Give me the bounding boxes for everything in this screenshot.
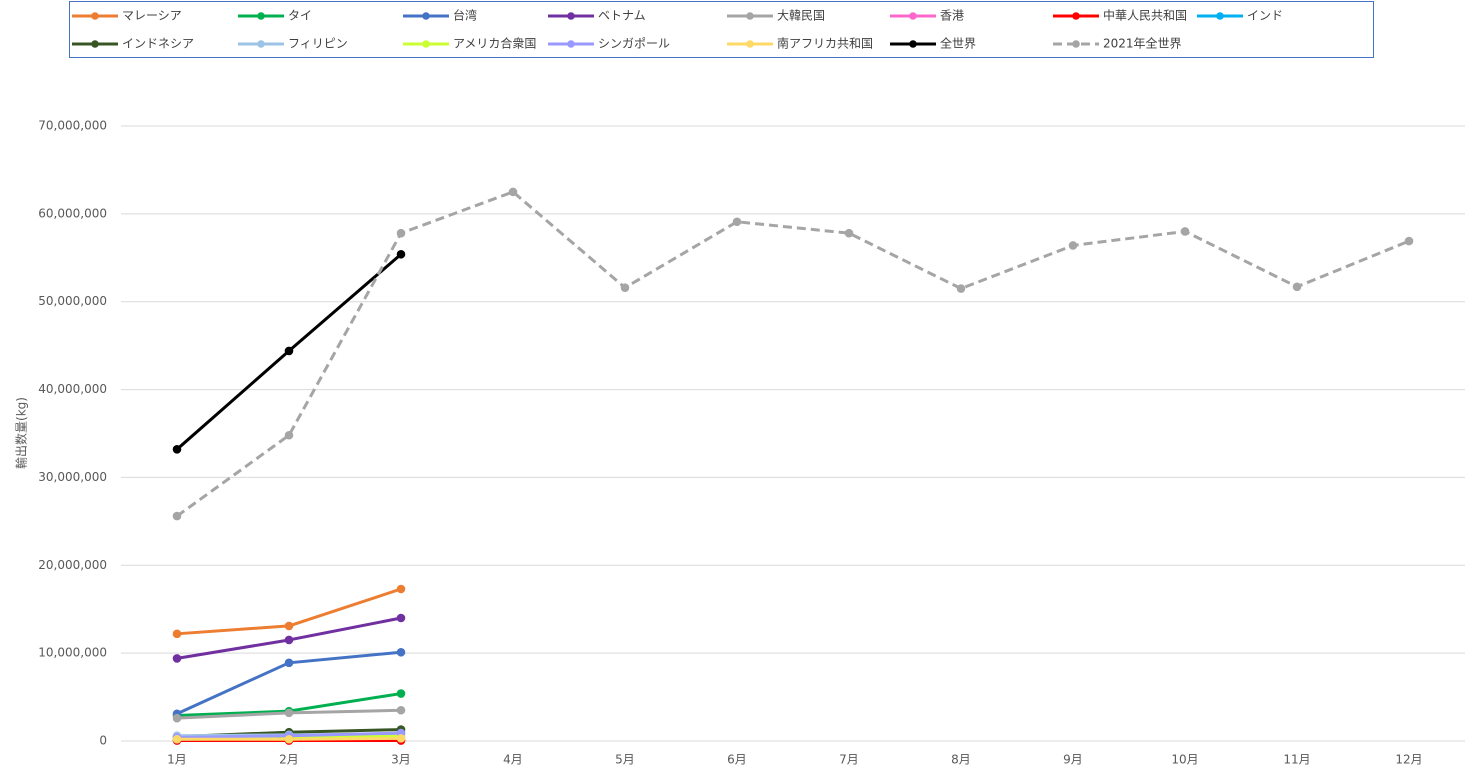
y-tick-label: 60,000,000 [38,206,107,220]
y-tick-label: 50,000,000 [38,294,107,308]
legend-text: インドネシア [122,37,194,51]
legend-marker [1216,12,1224,20]
y-axis-label: 輸出数量(kg) [14,397,29,469]
marker [396,584,406,594]
marker [1292,282,1302,292]
legend-marker [567,12,575,20]
legend-text: シンガポール [598,37,670,51]
x-tick-label: 3月 [391,753,411,767]
legend-marker [422,40,430,48]
marker [172,734,182,744]
x-tick-label: 8月 [951,753,971,767]
marker [284,658,294,668]
legend-text: 南アフリカ共和国 [777,36,873,51]
legend-marker [909,40,917,48]
marker [284,430,294,440]
x-tick-label: 9月 [1063,753,1083,767]
x-tick-label: 5月 [615,753,635,767]
marker [284,708,294,718]
marker [1180,227,1190,236]
x-tick-label: 7月 [839,753,859,767]
legend-text: 香港 [940,9,964,23]
y-tick-label: 40,000,000 [38,382,107,396]
marker [396,705,406,715]
legend-marker [257,40,265,48]
marker [844,228,854,238]
legend-marker [422,12,430,20]
marker [1068,241,1078,250]
legend-marker [746,40,754,48]
legend-marker [91,12,99,20]
legend-text: タイ [288,9,312,23]
legend-marker [746,12,754,20]
legend-text: アメリカ合衆国 [453,36,536,51]
legend-box [69,1,1374,58]
x-tick-label: 11月 [1283,753,1310,767]
legend-text: インド [1247,9,1283,23]
marker [396,228,406,238]
marker [172,629,182,639]
legend-text: フィリピン [288,37,348,51]
x-tick-label: 10月 [1171,753,1198,767]
legend-marker [909,12,917,20]
legend-marker [567,40,575,48]
legend-text: 台湾 [453,8,477,23]
legend-marker [257,12,265,20]
marker [396,613,406,623]
marker [956,284,966,293]
marker [284,346,294,356]
marker [732,217,742,227]
legend-marker [1072,12,1080,20]
legend-text: 2021年全世界 [1103,36,1182,51]
marker [508,187,518,197]
marker [620,283,630,292]
legend-text: 中華人民共和国 [1103,8,1187,23]
series-line [176,190,1410,518]
marker [172,713,182,723]
x-tick-label: 6月 [727,753,747,767]
y-tick-label: 20,000,000 [38,558,107,572]
x-tick-label: 2月 [279,753,299,767]
y-tick-label: 70,000,000 [38,119,107,133]
y-tick-label: 30,000,000 [38,470,107,484]
marker [284,621,294,631]
legend-text: 全世界 [940,36,976,51]
marker [284,635,294,645]
legend-text: 大韓民国 [777,9,825,23]
marker [396,647,406,657]
legend-marker [91,40,99,48]
x-tick-label: 4月 [503,753,523,767]
marker [396,734,406,743]
y-tick-label: 0 [99,734,107,748]
marker [396,689,406,698]
marker [396,249,406,259]
marker [172,654,182,663]
legend-marker [1072,40,1080,48]
x-tick-label: 1月 [167,753,187,767]
marker [172,511,182,521]
y-tick-label: 10,000,000 [38,646,107,660]
legend-text: マレーシア [122,9,182,23]
marker [284,734,294,744]
marker [172,445,182,454]
legend-text: ベトナム [598,9,646,23]
x-tick-label: 12月 [1395,753,1422,767]
marker [1404,236,1414,246]
